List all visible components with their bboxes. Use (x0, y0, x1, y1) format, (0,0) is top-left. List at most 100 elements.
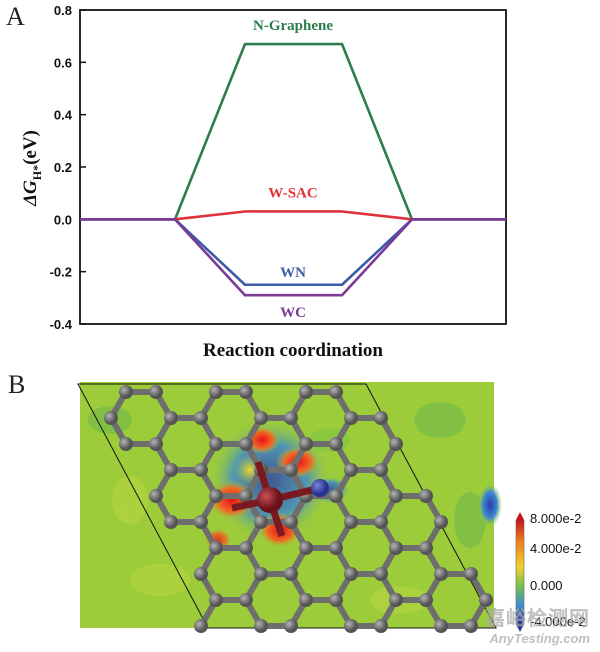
carbon-atom (374, 463, 388, 477)
carbon-atom (239, 489, 253, 503)
carbon-atom (344, 619, 358, 633)
y-tick-label: -0.4 (50, 317, 73, 332)
carbon-atom (209, 489, 223, 503)
series-lines (80, 42, 506, 297)
y-tick-label: 0.8 (54, 3, 72, 18)
colorbar-tick-label: 4.000e-2 (530, 541, 581, 556)
carbon-atom (119, 385, 133, 399)
carbon-atom (344, 411, 358, 425)
carbon-atom (419, 489, 433, 503)
series-label: WC (280, 305, 306, 321)
carbon-atom (329, 593, 343, 607)
carbon-atom (434, 515, 448, 529)
y-tick-label: 0.6 (54, 55, 72, 70)
free-energy-chart: -0.4 -0.2 0.0 0.2 0.4 0.6 0.8 N-Graphene W-SAC W… (20, 3, 507, 361)
carbon-atom (419, 593, 433, 607)
carbon-atom (194, 515, 208, 529)
carbon-atom (119, 437, 133, 451)
carbon-atom (254, 411, 268, 425)
carbon-atom (284, 463, 298, 477)
carbon-atom (344, 463, 358, 477)
carbon-atom (239, 541, 253, 555)
unit-cell-outline (77, 383, 497, 629)
carbon-atom (209, 385, 223, 399)
active-site (231, 460, 329, 538)
tungsten-atom (257, 487, 283, 513)
carbon-atom (329, 541, 343, 555)
carbon-atom (389, 593, 403, 607)
carbon-atom (239, 385, 253, 399)
panel-b-label: B (8, 370, 26, 399)
carbon-atom (284, 567, 298, 581)
carbon-atom (374, 411, 388, 425)
carbon-atom (239, 593, 253, 607)
carbon-atom (149, 489, 163, 503)
carbon-atom (194, 463, 208, 477)
series-label: WN (280, 265, 306, 281)
carbon-atom (209, 437, 223, 451)
carbon-atom (209, 541, 223, 555)
carbon-atom (464, 567, 478, 581)
series-label: N-Graphene (253, 18, 333, 34)
nitrogen-atom (311, 479, 329, 497)
carbon-atom (479, 593, 493, 607)
carbon-atom (194, 411, 208, 425)
carbon-atom (329, 489, 343, 503)
map-texture (88, 402, 486, 614)
carbon-atom (104, 411, 118, 425)
colorbar-tick-label: -4.000e-2 (530, 614, 586, 629)
y-axis-ticks: -0.4 -0.2 0.0 0.2 0.4 0.6 0.8 (50, 3, 86, 332)
y-tick-label: 0.4 (54, 108, 73, 123)
colorbar-bottom-arrow (516, 624, 524, 632)
carbon-atom (434, 619, 448, 633)
carbon-atom (254, 619, 268, 633)
series-label: W-SAC (268, 185, 317, 201)
carbon-atom (329, 385, 343, 399)
y-tick-label: 0.2 (54, 160, 72, 175)
graphene-lattice (104, 385, 493, 633)
y-axis-label: ΔGH*(eV) (20, 130, 44, 207)
carbon-atom (389, 489, 403, 503)
carbon-atom (434, 567, 448, 581)
y-axis-label-sub: H* (30, 165, 44, 180)
carbon-atom (284, 619, 298, 633)
x-axis-label: Reaction coordination (203, 340, 383, 361)
y-tick-label: -0.2 (50, 265, 72, 280)
carbon-atom (209, 593, 223, 607)
carbon-atom (284, 411, 298, 425)
carbon-atom (194, 619, 208, 633)
carbon-atom (194, 567, 208, 581)
carbon-atom (464, 619, 478, 633)
carbon-atom (254, 515, 268, 529)
carbon-atom (389, 437, 403, 451)
carbon-atom (149, 385, 163, 399)
carbon-atom (344, 567, 358, 581)
carbon-atom (329, 437, 343, 451)
colorbar-tick-label: 8.000e-2 (530, 511, 581, 526)
carbon-atom (389, 541, 403, 555)
carbon-atom (164, 463, 178, 477)
series-line-wc (80, 218, 506, 297)
carbon-atom (284, 515, 298, 529)
carbon-atom (299, 593, 313, 607)
carbon-atom (164, 515, 178, 529)
watermark: 嘉峪检测网 AnyTesting.com (485, 602, 590, 646)
carbon-atom (299, 541, 313, 555)
watermark-cn: 嘉峪检测网 (485, 608, 590, 630)
carbon-atom (374, 567, 388, 581)
carbon-atom (374, 619, 388, 633)
carbon-atom (254, 567, 268, 581)
carbon-atom (419, 541, 433, 555)
carbon-atom (374, 515, 388, 529)
carbon-atom (344, 515, 358, 529)
watermark-en: AnyTesting.com (489, 631, 590, 646)
y-axis-label-main: ΔG (20, 180, 41, 207)
colorbar-top-arrow (516, 512, 524, 520)
carbon-atom (149, 437, 163, 451)
carbon-atom (299, 385, 313, 399)
carbon-atom (299, 437, 313, 451)
colorbar-tick-label: 0.000 (530, 578, 563, 593)
carbon-atom (164, 411, 178, 425)
panel-a-label: A (6, 2, 25, 31)
